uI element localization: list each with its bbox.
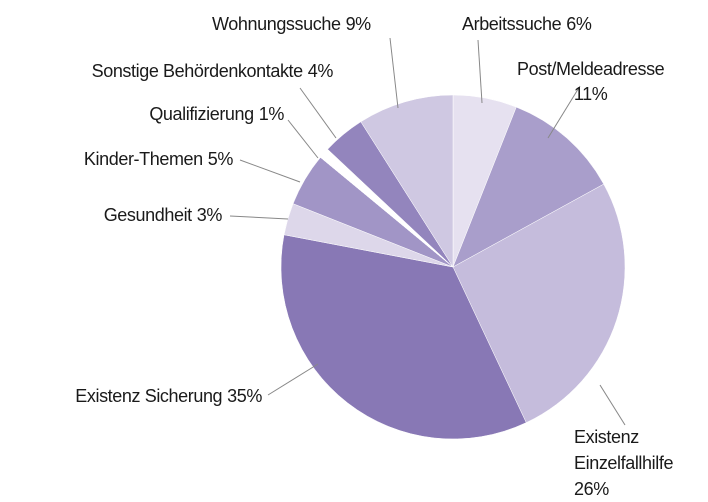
slice-label: Existenz Einzelfallhilfe 26% xyxy=(574,427,674,499)
slice-label: Existenz Sicherung 35% xyxy=(75,386,262,406)
pie-slice xyxy=(452,183,626,423)
leader-line xyxy=(267,363,319,396)
leader-line xyxy=(239,159,301,183)
pie-slice xyxy=(452,106,605,268)
leader-line xyxy=(299,87,337,139)
leader-line xyxy=(547,85,581,139)
leader-line xyxy=(599,384,626,426)
slice-label: Wohnungssuche 9% xyxy=(212,14,371,34)
pie-slice xyxy=(360,94,454,268)
leader-lines xyxy=(229,37,626,426)
leader-line xyxy=(477,39,483,104)
slice-label: Gesundheit 3% xyxy=(103,205,223,225)
slice-label: Arbeitssuche 6% xyxy=(462,14,592,34)
pie-slice xyxy=(280,234,527,440)
leader-line xyxy=(229,215,289,220)
slice-label: Sonstige Behördenkontakte 4% xyxy=(91,61,334,81)
pie xyxy=(280,94,626,440)
leader-line xyxy=(389,37,399,109)
leader-line xyxy=(287,119,319,159)
slice-label: Qualifizierung 1% xyxy=(149,104,284,124)
slice-label: Kinder-Themen 5% xyxy=(83,149,233,169)
slice-label: Post/Meldeadresse 11% xyxy=(517,59,665,104)
